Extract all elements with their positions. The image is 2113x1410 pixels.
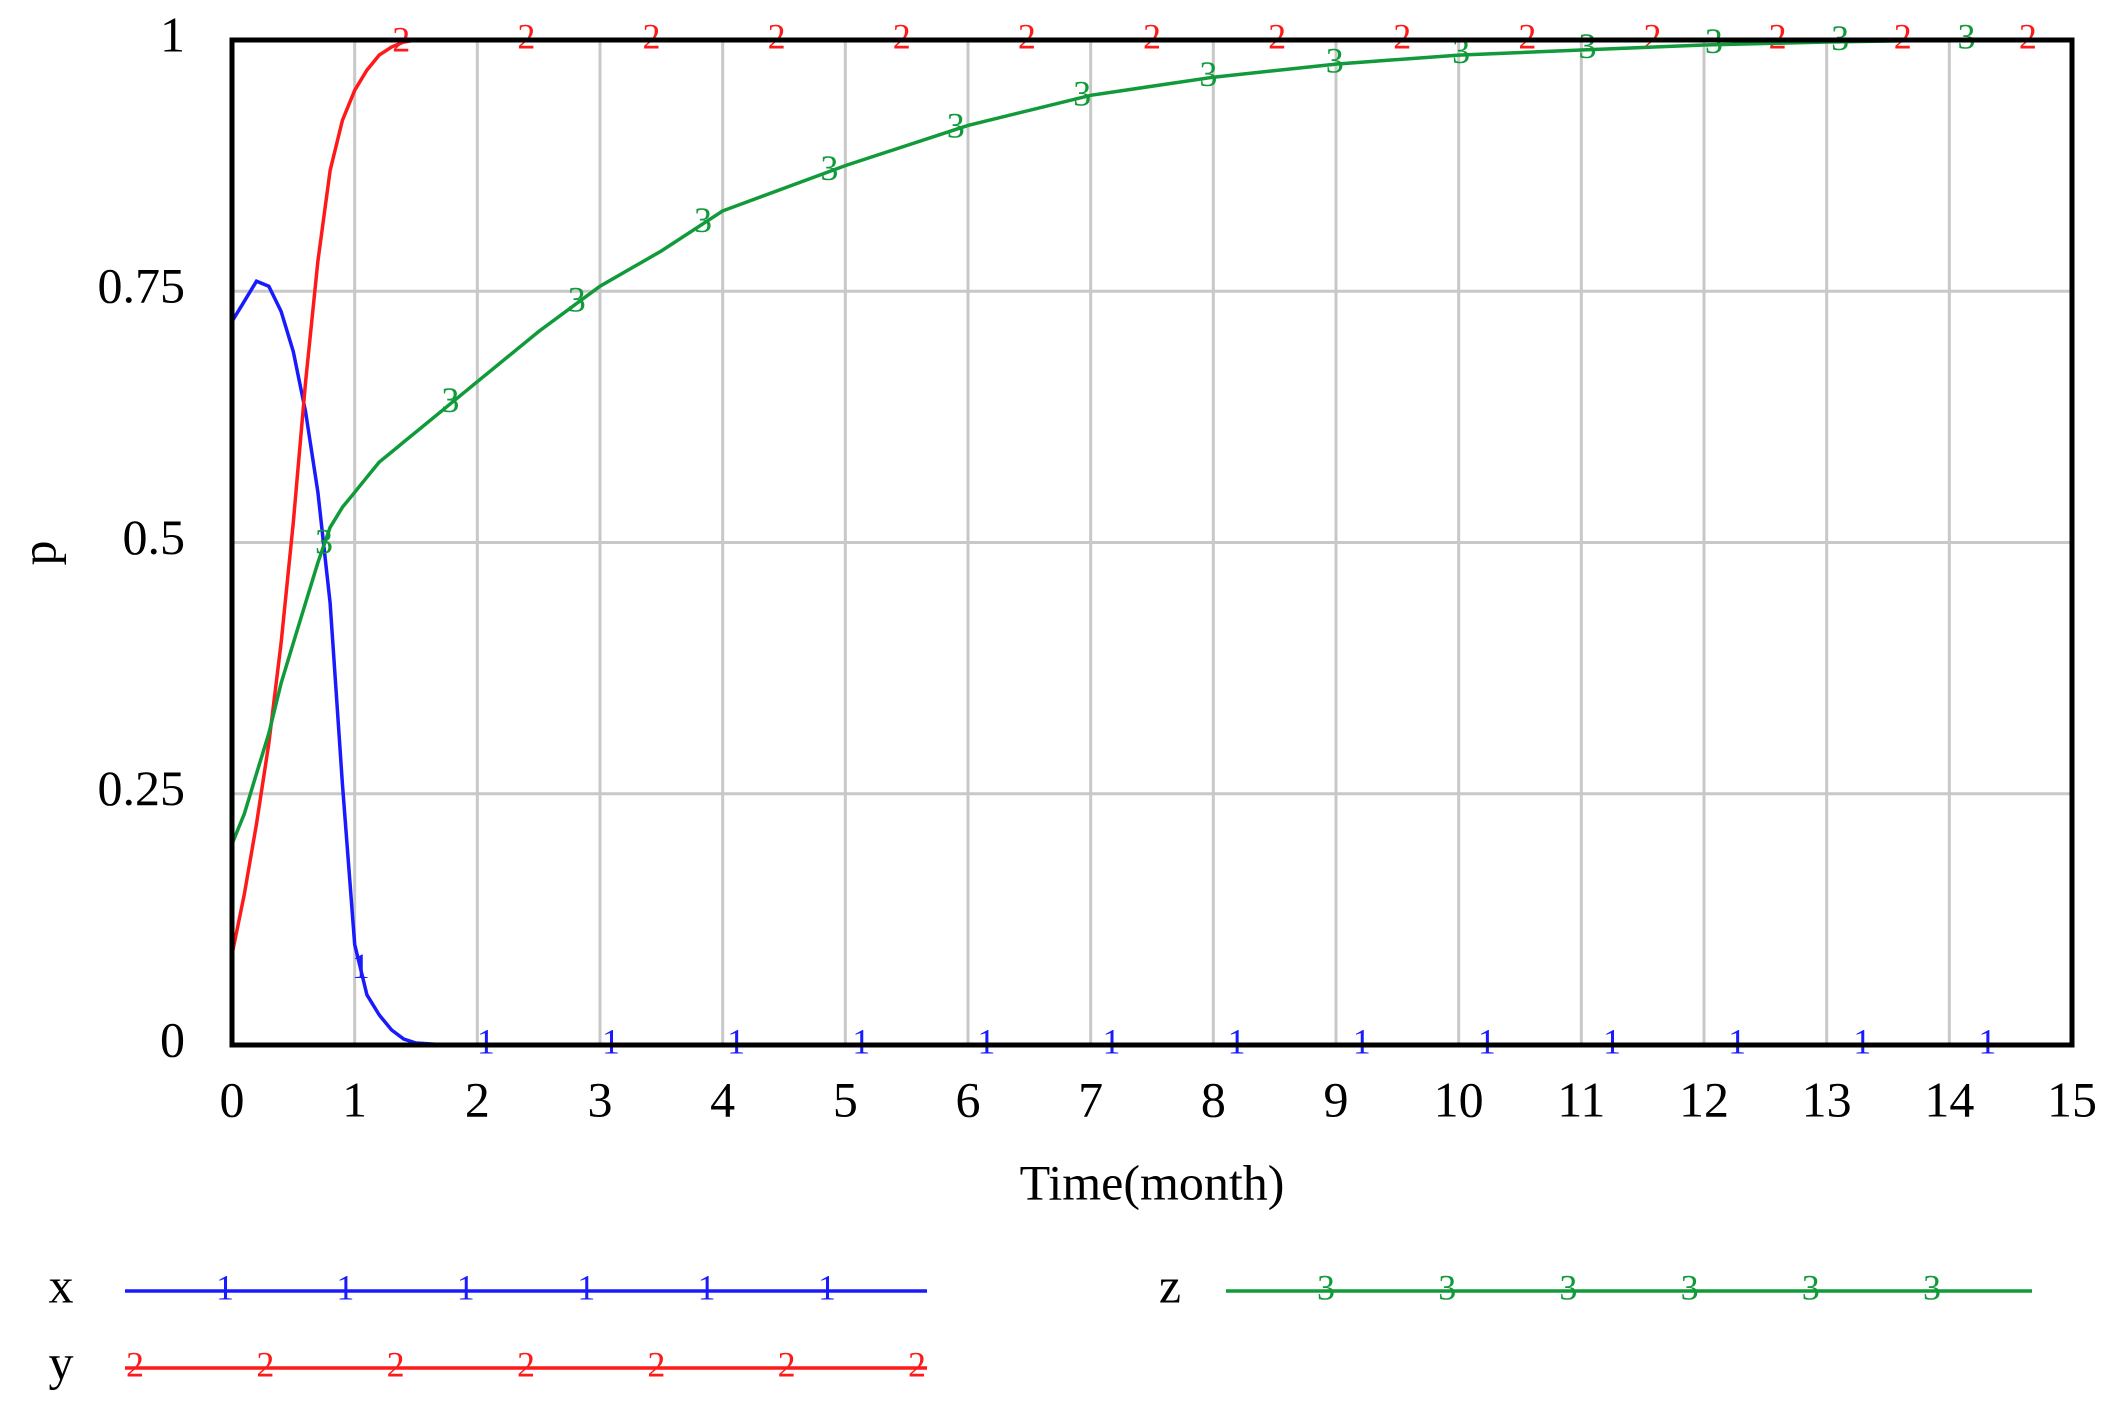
series-marker: 1 <box>1853 1021 1871 1061</box>
legend-marker: 2 <box>778 1344 796 1384</box>
x-tick-label: 12 <box>1679 1071 1729 1127</box>
series-marker: 2 <box>893 16 911 56</box>
x-tick-label: 9 <box>1324 1071 1349 1127</box>
y-axis-title: p <box>10 541 66 566</box>
legend-label: z <box>1159 1257 1181 1313</box>
series-marker: 3 <box>315 521 333 561</box>
legend-marker: 1 <box>698 1267 716 1307</box>
x-tick-label: 7 <box>1078 1071 1103 1127</box>
y-tick-label: 0.25 <box>98 760 186 816</box>
series-marker: 3 <box>1326 41 1344 81</box>
series-marker: 2 <box>1894 16 1912 56</box>
x-tick-label: 11 <box>1557 1071 1605 1127</box>
legend-marker: 3 <box>1559 1267 1577 1307</box>
series-marker: 3 <box>1073 74 1091 114</box>
series-marker: 1 <box>1353 1021 1371 1061</box>
series-marker: 1 <box>1478 1021 1496 1061</box>
legend-label: y <box>49 1334 74 1390</box>
x-tick-label: 14 <box>1924 1071 1974 1127</box>
series-marker: 3 <box>568 280 586 320</box>
series-marker: 3 <box>820 148 838 188</box>
series-marker: 2 <box>768 16 786 56</box>
series-marker: 3 <box>1958 16 1976 56</box>
legend-marker: 1 <box>457 1267 475 1307</box>
series-marker: 2 <box>1518 16 1536 56</box>
legend-marker: 3 <box>1802 1267 1820 1307</box>
legend-marker: 1 <box>818 1267 836 1307</box>
series-marker: 2 <box>1143 16 1161 56</box>
grid <box>230 38 2074 1047</box>
y-tick-label: 1 <box>160 6 185 62</box>
series-marker: 3 <box>1578 26 1596 66</box>
series-marker: 3 <box>1452 31 1470 71</box>
legend-marker: 2 <box>256 1344 274 1384</box>
x-tick-label: 3 <box>588 1071 613 1127</box>
series-marker: 1 <box>602 1021 620 1061</box>
series-marker: 2 <box>1018 16 1036 56</box>
series-marker: 1 <box>977 1021 995 1061</box>
series-marker: 1 <box>352 946 370 986</box>
series-marker: 2 <box>1643 16 1661 56</box>
series-marker: 1 <box>1103 1021 1121 1061</box>
legend-marker: 1 <box>577 1267 595 1307</box>
x-tick-label: 4 <box>710 1071 735 1127</box>
series-marker: 1 <box>1978 1021 1996 1061</box>
x-tick-label: 8 <box>1201 1071 1226 1127</box>
series-marker: 2 <box>1268 16 1286 56</box>
legend-marker: 2 <box>517 1344 535 1384</box>
plot-border <box>229 37 2075 1048</box>
legend-marker: 3 <box>1317 1267 1335 1307</box>
y-tick-label: 0.75 <box>98 258 186 314</box>
series-marker: 2 <box>2019 16 2037 56</box>
series-marker: 1 <box>727 1021 745 1061</box>
series-marker: 1 <box>1228 1021 1246 1061</box>
x-tick-label: 2 <box>465 1071 490 1127</box>
series-marker: 3 <box>947 106 965 146</box>
series-marker: 3 <box>1199 54 1217 94</box>
series-marker: 1 <box>1603 1021 1621 1061</box>
legend-marker: 3 <box>1923 1267 1941 1307</box>
series-marker: 2 <box>1769 16 1787 56</box>
legend: x 1 1 1 1 1 1 y 2 2 2 2 2 2 2 z 3 3 3 3 3 3 <box>49 1257 2032 1390</box>
x-tick-label: 0 <box>220 1071 245 1127</box>
series-marker: 2 <box>517 16 535 56</box>
x-tick-label: 5 <box>833 1071 858 1127</box>
x-tick-label: 6 <box>956 1071 981 1127</box>
series-marker: 1 <box>852 1021 870 1061</box>
legend-marker: 3 <box>1438 1267 1456 1307</box>
series-marker: 3 <box>694 200 712 240</box>
y-tick-label: 0 <box>160 1011 185 1067</box>
x-tick-label: 13 <box>1802 1071 1852 1127</box>
y-tick-label: 0.5 <box>123 509 186 565</box>
legend-marker: 1 <box>336 1267 354 1307</box>
legend-marker: 2 <box>387 1344 405 1384</box>
x-axis-title: Time(month) <box>1020 1154 1285 1210</box>
legend-marker: 2 <box>908 1344 926 1384</box>
legend-marker: 1 <box>216 1267 234 1307</box>
series-marker: 1 <box>477 1021 495 1061</box>
x-tick-label: 10 <box>1434 1071 1484 1127</box>
legend-marker: 2 <box>126 1344 144 1384</box>
x-tick-label: 15 <box>2047 1071 2097 1127</box>
series-marker: 2 <box>1393 16 1411 56</box>
legend-marker: 3 <box>1681 1267 1699 1307</box>
x-tick-label: 1 <box>342 1071 367 1127</box>
series-line <box>230 38 2072 845</box>
series-marker: 2 <box>643 16 661 56</box>
legend-label: x <box>49 1257 74 1313</box>
legend-marker: 2 <box>647 1344 665 1384</box>
series-marker: 1 <box>1728 1021 1746 1061</box>
series-marker: 3 <box>441 380 459 420</box>
